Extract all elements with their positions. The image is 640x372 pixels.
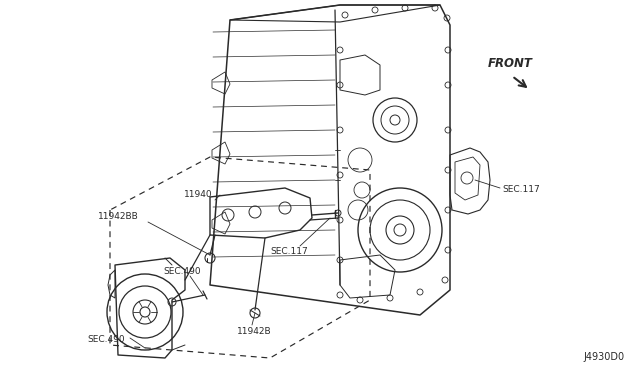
Text: SEC.490: SEC.490 [87, 336, 125, 344]
Text: 11942BB: 11942BB [98, 212, 139, 221]
Text: 11942B: 11942B [237, 327, 271, 337]
Text: 11940: 11940 [184, 189, 212, 199]
Text: FRONT: FRONT [488, 57, 533, 70]
Text: J4930D0: J4930D0 [584, 352, 625, 362]
Text: SEC.117: SEC.117 [270, 247, 308, 256]
Text: SEC.490: SEC.490 [163, 267, 200, 276]
Text: SEC.117: SEC.117 [502, 185, 540, 193]
